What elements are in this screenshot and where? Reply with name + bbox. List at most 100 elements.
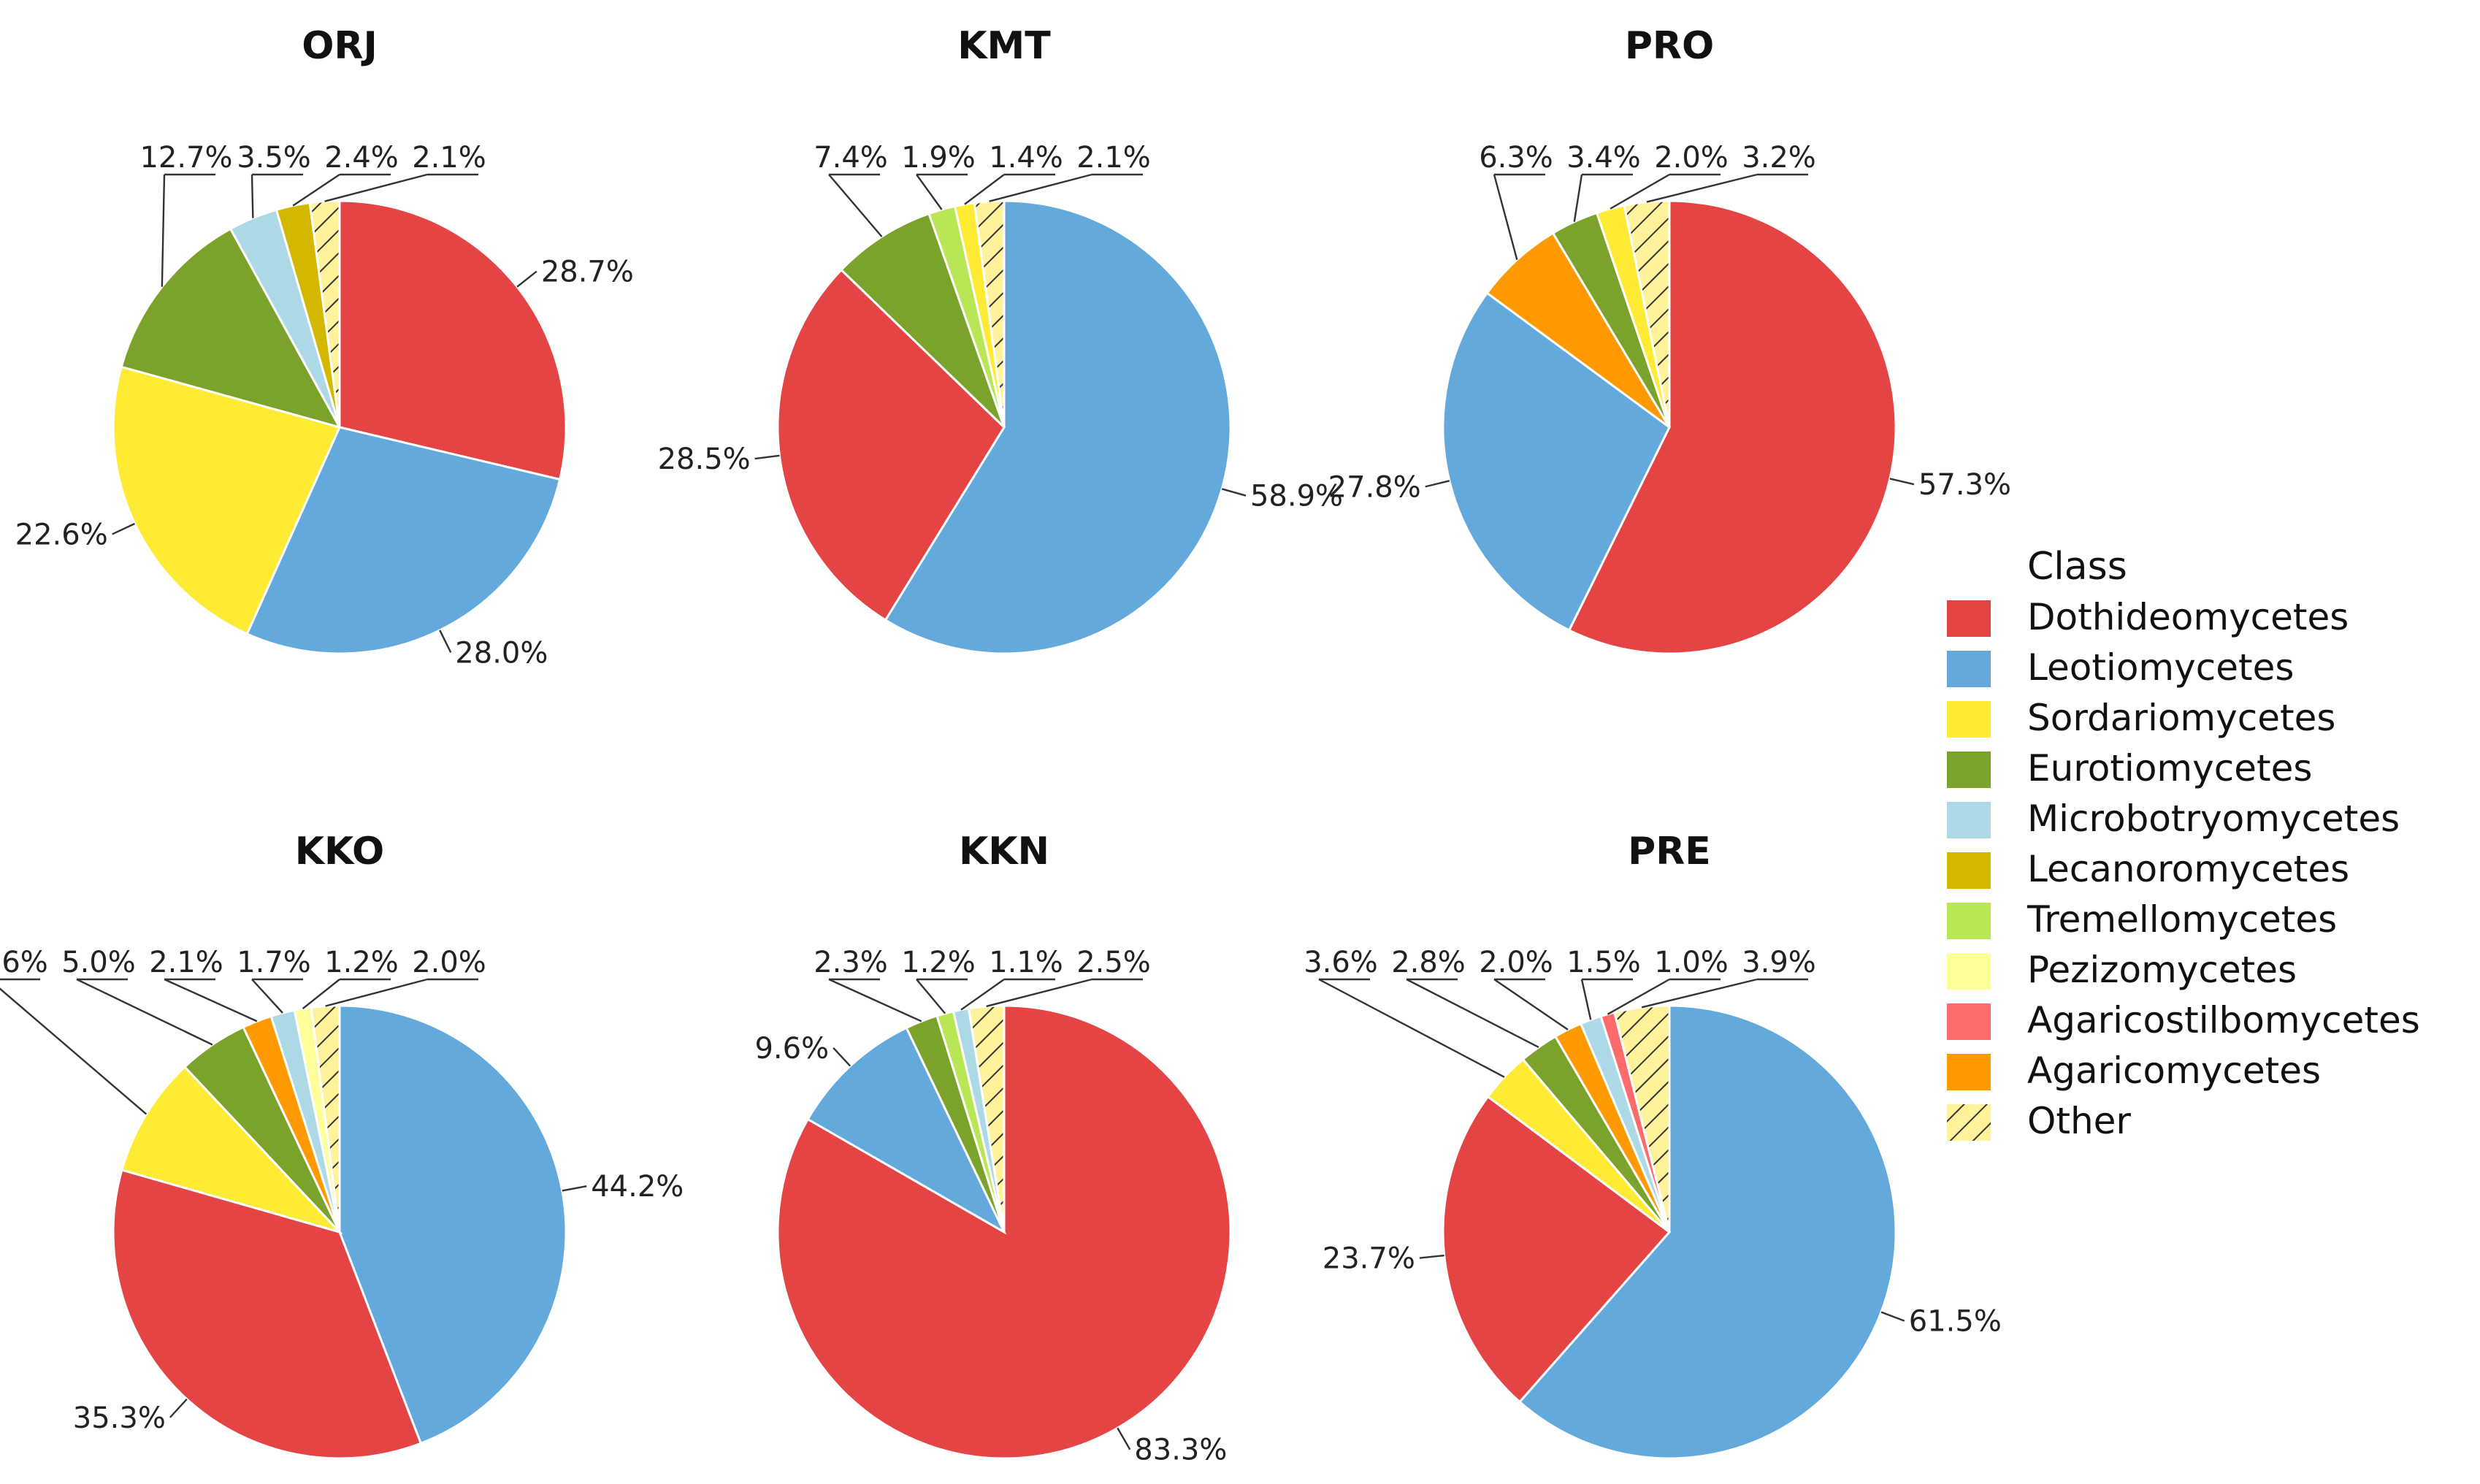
leader-line <box>169 1398 188 1418</box>
legend-swatch-tremellomycetes <box>1947 903 1991 939</box>
leader-line <box>1646 173 1758 203</box>
slice-label: 1.4% <box>989 141 1063 175</box>
leader-line <box>828 978 922 1022</box>
legend-swatch-other <box>1947 1104 1991 1141</box>
slice-sordariomycetes <box>112 365 342 635</box>
leader-line <box>986 978 1092 1008</box>
leader-line <box>324 173 428 202</box>
slice-label: 58.9% <box>1250 480 1343 513</box>
slice-label: 1.7% <box>237 946 311 979</box>
slice-label: 2.8% <box>1391 946 1466 979</box>
slice-label: 6.3% <box>1479 141 1553 175</box>
leader-line <box>1425 480 1450 488</box>
slice-label: 83.3% <box>1134 1434 1227 1467</box>
slice-label: 35.3% <box>73 1401 166 1435</box>
slice-label: 9.6% <box>754 1032 829 1066</box>
leader-line <box>0 987 148 1115</box>
slice-label: 8.6% <box>0 946 48 979</box>
legend-label: Eurotiomycetes <box>2027 747 2312 789</box>
slice-label: 2.4% <box>324 141 399 175</box>
slice-other <box>310 1004 341 1233</box>
leader-line <box>1117 1427 1131 1450</box>
slice-label: 2.1% <box>149 946 223 979</box>
legend-label: Leotiomycetes <box>2027 646 2294 689</box>
slice-eurotiomycetes <box>120 227 342 429</box>
legend-label: Lecanoromycetes <box>2027 848 2349 890</box>
leader-line <box>164 978 258 1022</box>
leader-line <box>250 174 254 218</box>
pie-title: KMT <box>957 24 1051 68</box>
slice-sordariomycetes <box>120 1065 343 1234</box>
leader-line <box>989 173 1092 202</box>
slice-label: 1.2% <box>901 946 976 979</box>
slice-label: 57.3% <box>1918 468 2011 502</box>
leader-line <box>960 979 1005 1011</box>
slice-label: 3.5% <box>237 141 311 175</box>
leader-line <box>292 174 340 207</box>
slice-label: 1.0% <box>1654 946 1729 979</box>
legend-swatch-pezizomycetes <box>1947 953 1991 990</box>
pie-kmt: KMT 58.9% 28.5% 7.4% 1.9% 1.4% 2.1% <box>658 24 1343 655</box>
leader-line <box>325 978 428 1007</box>
pie-pro: PRO 57.3% 27.8% 6.3% 3.4% 2.0% 3.2% <box>1328 24 2011 655</box>
slice-other <box>1623 199 1671 428</box>
pie-title: PRO <box>1625 24 1714 68</box>
legend-title: Class <box>2027 545 2127 589</box>
pie-orj: ORJ 28.7% 28.0% 22.6% 12.7% 3.5% 2.4% 2.1% <box>15 24 634 670</box>
slice-label: 28.5% <box>658 443 751 476</box>
slice-label: 1.9% <box>901 141 976 175</box>
pie-kko: KKO 44.2% 35.3% 8.6% 5.0% 2.1% 1.7% 1.2% 2.0% <box>0 830 684 1460</box>
leader-line <box>916 174 943 210</box>
slice-label: 27.8% <box>1328 470 1421 504</box>
slice-label: 2.3% <box>814 946 888 979</box>
leader-line <box>161 174 166 287</box>
leader-line <box>1880 1311 1905 1322</box>
slice-label: 3.4% <box>1566 141 1641 175</box>
legend-swatch-microbotryomycetes <box>1947 802 1991 838</box>
leader-line <box>516 270 537 288</box>
legend-label: Microbotryomycetes <box>2027 798 2400 840</box>
legend-label: Agaricostilbomycetes <box>2027 999 2420 1041</box>
leader-line <box>1406 978 1539 1049</box>
legend-label: Pezizomycetes <box>2027 949 2297 991</box>
slice-label: 12.7% <box>139 141 232 175</box>
leader-line <box>1580 979 1592 1020</box>
leader-line <box>916 979 946 1014</box>
legend-swatch-agaricomycetes <box>1947 1054 1991 1090</box>
legend-swatch-dothideomycetes <box>1947 600 1991 637</box>
pie-kkn: KKN 83.3% 9.6% 2.3% 1.2% 1.1% 2.5% <box>754 830 1232 1467</box>
leader-line <box>1889 478 1915 486</box>
legend-swatch-sordariomycetes <box>1947 701 1991 738</box>
legend-label: Dothideomycetes <box>2027 596 2349 638</box>
slice-label: 2.1% <box>412 141 486 175</box>
slice-label: 61.5% <box>1909 1305 2002 1339</box>
slice-dothideomycetes <box>338 199 567 481</box>
leader-line <box>1641 978 1758 1009</box>
pie-title: PRE <box>1628 830 1711 873</box>
slice-label: 44.2% <box>591 1170 684 1204</box>
legend-label: Sordariomycetes <box>2027 697 2335 739</box>
slice-leotiomycetes <box>1442 291 1671 632</box>
legend: Class Dothideomycetes Leotiomycetes Sordar… <box>1947 545 2420 1142</box>
slice-label: 28.7% <box>541 256 634 289</box>
pie-charts: ORJ 28.7% 28.0% 22.6% 12.7% 3.5% 2.4% 2.1% KMT 58… <box>0 24 2011 1467</box>
leader-line <box>76 978 213 1046</box>
leader-line <box>251 979 283 1014</box>
slice-leotiomycetes <box>806 1026 1007 1235</box>
slice-label: 3.9% <box>1742 946 1816 979</box>
pie-title: ORJ <box>302 24 378 68</box>
leader-line <box>439 630 452 653</box>
leader-line <box>562 1185 587 1192</box>
legend-swatch-lecanoromycetes <box>1947 852 1991 889</box>
slice-label: 1.1% <box>989 946 1063 979</box>
leader-line <box>964 174 1005 205</box>
pie-title: KKO <box>295 830 384 873</box>
leader-line <box>112 522 136 535</box>
slice-label: 2.0% <box>412 946 486 979</box>
slice-dothideomycetes <box>776 268 1006 622</box>
leader-line <box>1607 978 1670 1015</box>
slice-label: 2.0% <box>1479 946 1553 979</box>
legend-label: Agaricomycetes <box>2027 1049 2321 1092</box>
slice-label: 3.2% <box>1742 141 1816 175</box>
